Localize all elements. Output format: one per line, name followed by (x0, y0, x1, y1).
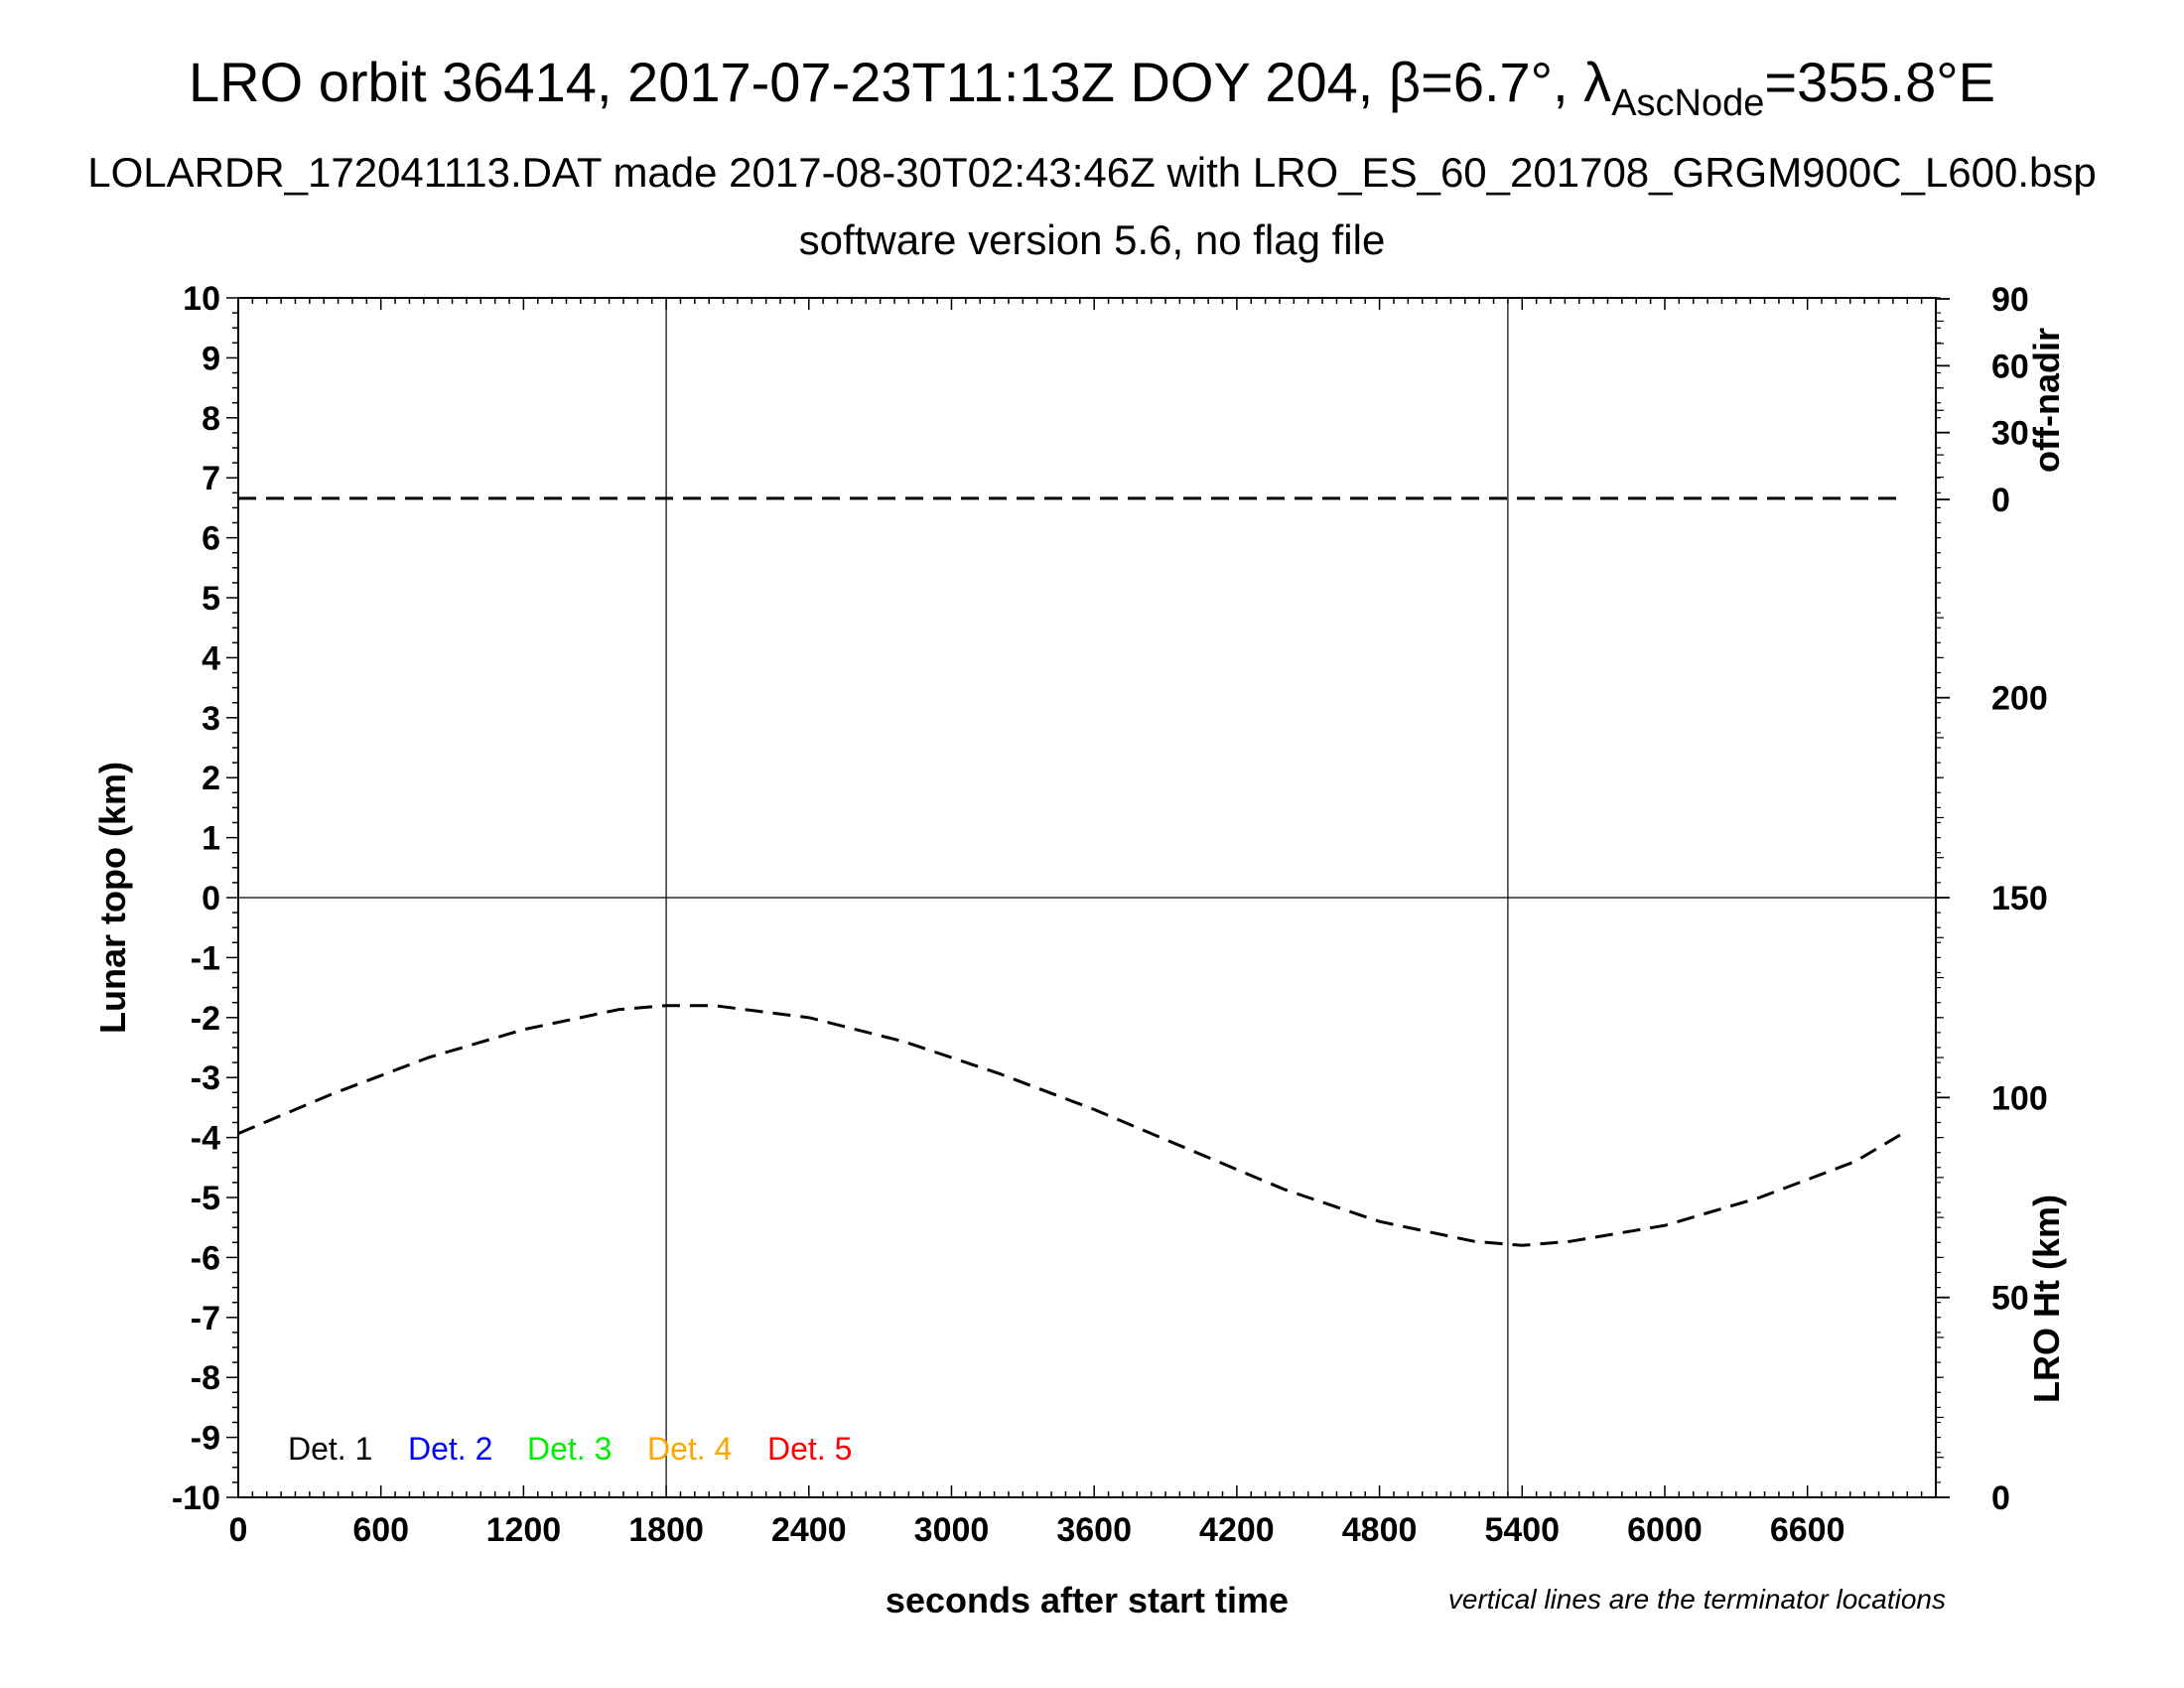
y-tick-label: 7 (202, 460, 220, 497)
off-nadir-tick-label: 30 (1991, 415, 2029, 453)
series-layer (237, 496, 1904, 1247)
y-tick-label: 0 (202, 880, 220, 917)
x-tick-label: 6000 (1627, 1511, 1703, 1549)
y-tick-label: 4 (202, 639, 220, 677)
y-tick-label: -4 (191, 1120, 220, 1158)
y-tick-label: -9 (191, 1420, 220, 1458)
off-nadir-tick-label: 60 (1991, 348, 2029, 385)
y-tick-label: -8 (191, 1359, 220, 1397)
y-tick-label: -2 (191, 1000, 220, 1038)
y-tick-label: 2 (202, 760, 220, 797)
y-tick-label: -6 (191, 1239, 220, 1277)
legend: Det. 1 Det. 2 Det. 3 Det. 4 Det. 5 (288, 1431, 852, 1467)
off-nadir-tick-label: 0 (1991, 482, 2010, 519)
chart-title: LRO orbit 36414, 2017-07-23T11:13Z DOY 2… (189, 51, 1995, 124)
off-nadir-tick-label: 90 (1991, 281, 2029, 319)
legend-det-3: Det. 3 (527, 1431, 612, 1467)
y-tick-label: -10 (172, 1479, 220, 1517)
x-tick-label: 4800 (1342, 1511, 1418, 1549)
x-axis-label: seconds after start time (886, 1580, 1289, 1620)
x-tick-label: 600 (352, 1511, 409, 1549)
x-tick-label: 6600 (1770, 1511, 1845, 1549)
lro-ht-tick-label: 50 (1991, 1280, 2029, 1318)
lro-ht-tick-label: 100 (1991, 1079, 2048, 1117)
x-tick-label: 4200 (1199, 1511, 1275, 1549)
tick-layer: 0 600 1200 1800 2400 3000 3600 4200 4800 5400 6000… (172, 280, 2048, 1549)
lro-ht-series-line (237, 1004, 1904, 1247)
y-tick-label: 5 (202, 580, 220, 618)
chart-subtitle: LOLARDR_172041113.DAT made 2017-08-30T02… (87, 149, 2097, 196)
grid-layer (238, 298, 1936, 1497)
legend-det-2: Det. 2 (408, 1431, 492, 1467)
lro-ht-axis-label: LRO Ht (km) (2026, 1195, 2067, 1403)
y-tick-label: -1 (191, 939, 220, 977)
y-axis-label: Lunar topo (km) (92, 762, 133, 1034)
lro-ht-tick-label: 0 (1991, 1479, 2010, 1517)
terminator-note: vertical lines are the terminator locati… (1448, 1584, 1946, 1615)
y-tick-label: 8 (202, 400, 220, 438)
x-tick-label: 3000 (914, 1511, 990, 1549)
x-tick-label: 3600 (1056, 1511, 1132, 1549)
y-tick-label: -7 (191, 1300, 220, 1337)
y-tick-label: 9 (202, 340, 220, 377)
legend-det-5: Det. 5 (767, 1431, 852, 1467)
y-tick-label: -3 (191, 1059, 220, 1097)
legend-det-1: Det. 1 (288, 1431, 372, 1467)
y-tick-label: -5 (191, 1180, 220, 1217)
lro-ht-tick-label: 200 (1991, 680, 2048, 718)
x-tick-label: 0 (229, 1511, 248, 1549)
y-tick-label: 6 (202, 520, 220, 558)
off-nadir-axis-label: off-nadir (2026, 328, 2067, 473)
x-tick-label: 2400 (771, 1511, 847, 1549)
x-tick-label: 1200 (486, 1511, 562, 1549)
lro-ht-tick-label: 150 (1991, 880, 2048, 917)
y-tick-label: 3 (202, 700, 220, 738)
legend-det-4: Det. 4 (647, 1431, 732, 1467)
chart-title-subscript: AscNode (1611, 82, 1764, 124)
x-tick-label: 1800 (628, 1511, 704, 1549)
y-tick-label: 1 (202, 820, 220, 858)
chart-subtitle-2: software version 5.6, no flag file (799, 216, 1386, 263)
x-tick-label: 5400 (1484, 1511, 1560, 1549)
y-tick-label: 10 (183, 280, 220, 318)
